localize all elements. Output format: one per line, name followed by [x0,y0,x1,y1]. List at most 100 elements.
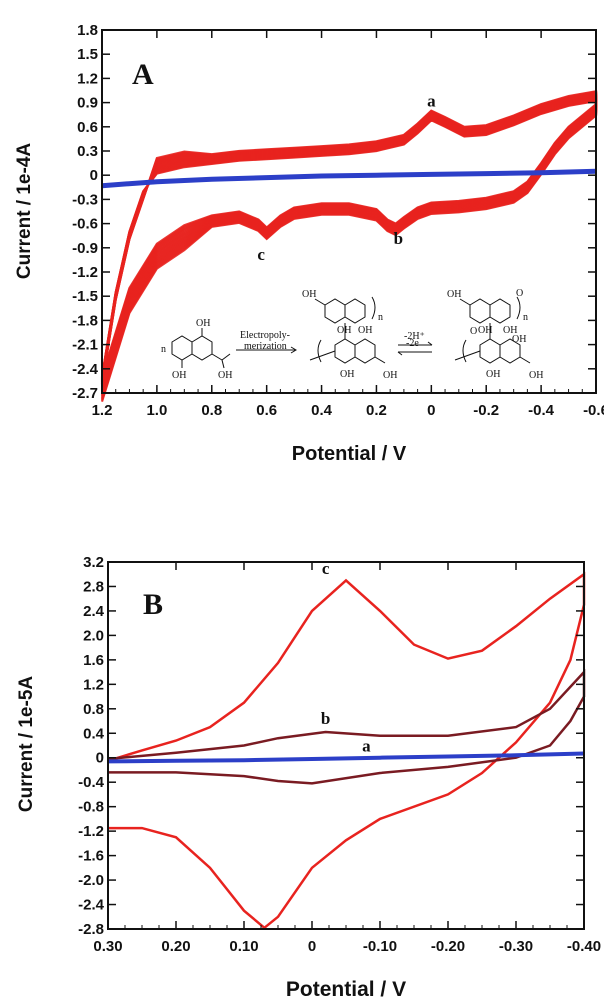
panel-b-x-ticks: 0.30 0.20 0.10 0 -0.10 -0.20 -0.30 -0.40 [93,562,601,955]
scheme-label: n [378,312,383,323]
y-tick-label: 0.8 [83,701,104,718]
y-tick-label: -1.2 [72,264,98,281]
scheme-label: OH [478,325,492,336]
panel-a-annotations: a b c [257,92,436,264]
scheme-label: OH [512,334,526,345]
scheme-label: OH [218,370,232,381]
y-tick-label: -2.1 [72,337,98,354]
curve-label: c [257,245,265,264]
y-tick-label: 0.3 [77,143,98,160]
x-tick-label: 0.10 [229,938,258,955]
y-tick-label: -2.4 [72,361,99,378]
polymer-oxidized-structure [454,296,531,364]
y-tick-label: 1.2 [83,676,104,693]
scheme-label: OH [196,318,210,329]
scheme-label: OH [447,289,461,300]
scheme-label: merization [244,341,287,352]
y-tick-label: -0.8 [78,799,104,816]
polymer-reduced-structure [309,296,386,364]
x-tick-label: 0.8 [201,402,222,419]
x-tick-label: -0.40 [567,938,601,955]
panel-b: 0.30 0.20 0.10 0 -0.10 -0.20 -0.30 -0.40 3.22.8… [16,554,601,1001]
scheme-label: O [470,326,477,337]
y-tick-label: -0.4 [78,774,105,791]
monomer-structure [171,328,231,369]
scheme-label: OH [172,370,186,381]
x-tick-label: -0.20 [431,938,465,955]
reaction-scheme-labels: OH OH n OH Electropoly- merization -2H⁺ … [161,288,543,381]
y-tick-label: -0.6 [72,216,98,233]
scheme-label: n [161,344,166,355]
y-tick-label: 1.6 [83,652,104,669]
curve-label: c [322,559,330,578]
curve-label: a [427,92,436,111]
x-tick-label: 0 [427,402,435,419]
panel-b-annotations: c b a [321,559,371,755]
y-tick-label: -2.4 [78,897,105,914]
panel-b-label: B [143,588,163,621]
y-tick-label: 2.0 [83,627,104,644]
y-tick-label: -0.9 [72,240,98,257]
y-tick-label: -2.8 [78,921,104,938]
y-tick-label: 0.6 [77,119,98,136]
curve-label: b [394,229,403,248]
y-tick-label: 1.8 [77,22,98,39]
scheme-label: OH [383,370,397,381]
cv-trace-c [107,571,586,930]
y-tick-label: -1.8 [72,312,98,329]
x-tick-label: -0.6 [583,402,604,419]
y-tick-label: -1.5 [72,288,98,305]
curve-label: a [362,737,371,756]
x-tick-label: 1.2 [92,402,113,419]
x-tick-label: 0.2 [366,402,387,419]
scheme-label: n [523,312,528,323]
panel-a-x-axis-title: Potential / V [292,443,407,465]
y-tick-label: -0.3 [72,191,98,208]
x-tick-label: -0.10 [363,938,397,955]
reaction-scheme [171,296,531,369]
y-tick-label: 1.5 [77,46,98,63]
x-tick-label: 1.0 [146,402,167,419]
panel-b-x-axis-title: Potential / V [286,978,406,1001]
x-tick-label: -0.2 [473,402,499,419]
scheme-label: O [516,288,523,299]
y-tick-label: 2.8 [83,578,104,595]
cv-trace-a [107,751,585,764]
y-tick-label: 0 [90,167,98,184]
y-tick-label: 1.2 [77,70,98,87]
scheme-label: -2H⁺ [404,331,425,342]
x-tick-label: 0.20 [161,938,190,955]
panel-b-plot-area [107,571,586,930]
y-tick-label: 0 [96,750,104,767]
x-tick-label: 0.4 [311,402,333,419]
panel-a-label: A [132,58,154,91]
scheme-label: Electropoly- [240,330,290,341]
cycle-trace-red [100,89,598,403]
panel-b-y-axis-title: Current / 1e-5A [16,676,37,812]
cv-trace-b [107,668,586,785]
x-tick-label: 0.6 [256,402,277,419]
scheme-label: OH [503,325,517,336]
scheme-label: OH [337,325,351,336]
scheme-label: OH [302,289,316,300]
y-tick-label: -2.0 [78,872,104,889]
panel-a-y-ticks: 1.8 1.5 1.2 0.9 0.6 0.3 0 -0.3 -0.6 -0.9 -1.2 -1.5 -… [72,22,596,402]
scheme-label: OH [529,370,543,381]
curve-label: b [321,709,330,728]
scheme-label: OH [358,325,372,336]
y-tick-label: 0.4 [83,725,105,742]
x-tick-label: -0.30 [499,938,533,955]
panel-a-y-axis-title: Current / 1e-4A [14,143,35,279]
y-tick-label: 2.4 [83,603,105,620]
y-tick-label: 3.2 [83,554,104,571]
y-tick-label: -1.6 [78,848,104,865]
scheme-label: OH [340,369,354,380]
baseline-trace-blue [101,168,597,189]
scheme-label: OH [486,369,500,380]
panel-a: 1.21.00.80.60.40.20-0.2-0.4-0.6 1.81.51.… [14,22,604,465]
panel-b-y-ticks: 3.2 2.8 2.4 2.0 1.6 1.2 0.8 0.4 0 -0.4 -0.8 -1.2 -1.… [78,554,584,938]
scheme-label: -2e [406,338,419,349]
panel-a-x-ticks: 1.2 1.0 0.8 0.6 0.4 0.2 0 -0.2 -0.4 -0.6 [92,30,604,419]
y-tick-label: -2.7 [72,385,98,402]
panel-a-plot-area [100,89,598,403]
